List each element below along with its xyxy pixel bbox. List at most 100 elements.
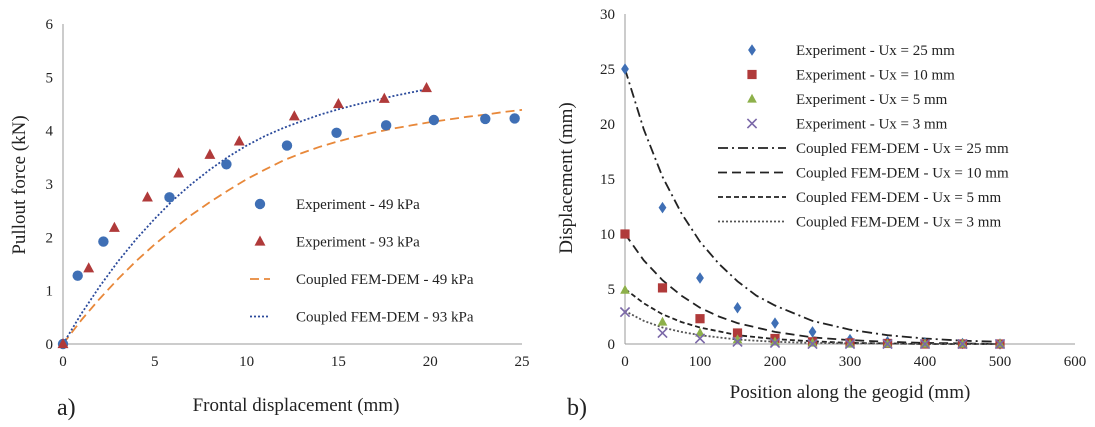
point-experiment-49-kpa-2 [98, 236, 109, 247]
legend-label-coupled-fem-dem-93-kpa: Coupled FEM-DEM - 93 kPa [296, 310, 474, 326]
point-experiment-ux-25-mm-4 [771, 317, 779, 329]
a-y-tick-6: 6 [46, 17, 54, 33]
point-experiment-93-kpa-7 [288, 110, 300, 121]
a-x-tick-2: 10 [239, 354, 254, 370]
b-y-tick-2: 10 [600, 227, 615, 243]
point-experiment-49-kpa-10 [509, 113, 520, 124]
panel-a-x-axis-title: Frontal displacement (mm) [193, 395, 400, 416]
point-experiment-ux-5-mm-2 [695, 327, 705, 337]
series-line-coupled-fem-dem-ux-25-mm [624, 68, 1001, 343]
panel-a-label: a) [57, 395, 76, 421]
panel-b-label: b) [567, 395, 587, 421]
point-experiment-ux-3-mm-7 [882, 338, 893, 350]
b-x-tick-4: 400 [914, 354, 937, 370]
panel-a-series-lines [62, 87, 523, 345]
legend-swatch-experiment-49-kpa [254, 198, 266, 210]
point-experiment-ux-5-mm-0 [620, 284, 630, 294]
point-experiment-ux-3-mm-9 [957, 338, 968, 350]
panel-b-x-axis-title: Position along the geogid (mm) [730, 382, 971, 403]
point-experiment-ux-25-mm-5 [808, 326, 817, 338]
b-y-tick-4: 20 [600, 117, 615, 133]
point-experiment-ux-5-mm-5 [807, 337, 818, 347]
legend-label-experiment-ux-10-mm: Experiment - Ux = 10 mm [796, 68, 955, 84]
point-experiment-93-kpa-2 [108, 221, 120, 232]
point-experiment-ux-10-mm-1 [657, 283, 668, 293]
point-experiment-49-kpa-9 [480, 113, 491, 125]
panel-a-markers [57, 82, 520, 350]
point-experiment-93-kpa-0 [57, 338, 69, 349]
a-y-tick-0: 0 [46, 337, 54, 353]
point-experiment-93-kpa-10 [421, 82, 432, 93]
point-experiment-ux-3-mm-1 [657, 327, 668, 339]
b-x-tick-5: 500 [989, 354, 1012, 370]
point-experiment-ux-5-mm-1 [657, 316, 668, 326]
a-y-tick-3: 3 [46, 177, 54, 193]
point-experiment-ux-3-mm-2 [694, 333, 706, 344]
point-experiment-ux-3-mm-3 [732, 336, 743, 347]
legend-label-experiment-ux-25-mm: Experiment - Ux = 25 mm [796, 43, 955, 59]
chart-panel-b: 0 100 200 300 400 500 600 0 5 10 15 20 25 30 Positio… [556, 7, 1086, 421]
chart-panel-a: 0 5 10 15 20 25 0 1 2 3 4 5 6 Frontal displacement … [9, 17, 530, 421]
panel-b-legend: Experiment - Ux = 25 mm Experiment - Ux =… [718, 43, 1009, 231]
a-x-tick-5: 25 [515, 354, 530, 370]
legend-label-experiment-ux-5-mm: Experiment - Ux = 5 mm [796, 92, 948, 108]
point-experiment-ux-3-mm-5 [807, 338, 818, 350]
point-experiment-93-kpa-6 [233, 135, 245, 146]
b-y-tick-5: 25 [600, 62, 615, 78]
b-y-tick-0: 0 [608, 337, 616, 353]
panel-a-legend: Experiment - 49 kPa Experiment - 93 kPa Co… [250, 197, 474, 326]
panel-b-y-tick-labels: 0 5 10 15 20 25 30 [600, 7, 615, 353]
legend-swatch-experiment-ux-3-mm [746, 118, 758, 129]
b-y-tick-3: 15 [600, 172, 615, 188]
panel-b-markers [619, 63, 1006, 350]
panel-b-y-axis-title: Displacement (mm) [556, 102, 577, 253]
point-experiment-ux-3-mm-4 [769, 337, 781, 349]
point-experiment-ux-3-mm-6 [844, 338, 856, 350]
point-experiment-93-kpa-5 [204, 148, 216, 159]
point-experiment-ux-3-mm-0 [619, 306, 631, 318]
panel-a-x-tick-labels: 0 5 10 15 20 25 [59, 354, 529, 370]
b-x-tick-0: 0 [621, 354, 629, 370]
point-experiment-93-kpa-4 [173, 167, 185, 178]
series-line-coupled-fem-dem-93-kpa [62, 87, 431, 345]
legend-swatch-experiment-ux-5-mm [747, 93, 757, 103]
a-x-tick-4: 20 [423, 354, 438, 370]
point-experiment-ux-5-mm-4 [770, 336, 780, 346]
a-y-tick-5: 5 [46, 70, 54, 86]
point-experiment-49-kpa-6 [331, 127, 342, 138]
series-line-coupled-fem-dem-ux-10-mm [624, 233, 1001, 345]
point-experiment-ux-25-mm-0 [621, 63, 629, 75]
legend-label-coupled-fem-dem-ux-3-mm: Coupled FEM-DEM - Ux = 3 mm [796, 215, 1001, 231]
point-experiment-ux-10-mm-0 [620, 229, 630, 239]
b-x-tick-1: 100 [689, 354, 712, 370]
legend-label-coupled-fem-dem-49-kpa: Coupled FEM-DEM - 49 kPa [296, 272, 474, 288]
legend-swatch-experiment-ux-25-mm [748, 44, 756, 56]
a-x-tick-1: 5 [151, 354, 159, 370]
legend-label-experiment-93-kpa: Experiment - 93 kPa [296, 235, 420, 251]
a-y-tick-4: 4 [46, 124, 54, 140]
panel-b-x-tick-labels: 0 100 200 300 400 500 600 [621, 354, 1086, 370]
point-experiment-49-kpa-5 [281, 140, 293, 151]
a-x-tick-0: 0 [59, 354, 67, 370]
point-experiment-ux-3-mm-10 [994, 338, 1006, 350]
series-line-coupled-fem-dem-ux-5-mm [624, 288, 1000, 345]
point-experiment-ux-10-mm-3 [732, 328, 743, 338]
legend-label-experiment-49-kpa: Experiment - 49 kPa [296, 197, 420, 213]
legend-swatch-experiment-ux-10-mm [747, 69, 757, 80]
legend-label-experiment-ux-3-mm: Experiment - Ux = 3 mm [796, 117, 948, 133]
point-experiment-93-kpa-8 [332, 98, 344, 109]
legend-label-coupled-fem-dem-ux-5-mm: Coupled FEM-DEM - Ux = 5 mm [796, 190, 1001, 206]
a-y-tick-1: 1 [46, 284, 54, 300]
legend-label-coupled-fem-dem-ux-10-mm: Coupled FEM-DEM - Ux = 10 mm [796, 166, 1009, 182]
legend-swatch-experiment-93-kpa [254, 235, 266, 246]
panel-a-y-axis-title: Pullout force (kN) [9, 115, 30, 254]
b-x-tick-6: 600 [1064, 354, 1087, 370]
b-x-tick-3: 300 [839, 354, 862, 370]
point-experiment-ux-5-mm-3 [732, 334, 743, 344]
point-experiment-ux-25-mm-3 [733, 301, 742, 314]
b-x-tick-2: 200 [764, 354, 787, 370]
point-experiment-ux-25-mm-2 [696, 272, 704, 284]
b-y-tick-1: 5 [608, 282, 616, 298]
point-experiment-49-kpa-8 [428, 114, 440, 126]
